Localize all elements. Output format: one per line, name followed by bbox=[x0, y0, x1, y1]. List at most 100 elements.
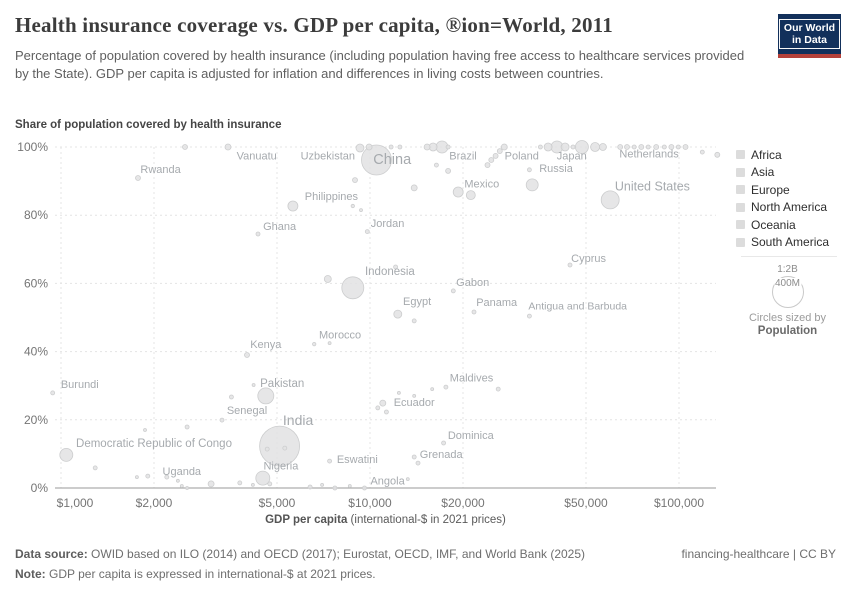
data-point[interactable] bbox=[134, 475, 139, 480]
data-point[interactable] bbox=[282, 445, 288, 451]
data-point[interactable] bbox=[179, 484, 184, 488]
data-point[interactable] bbox=[250, 482, 255, 487]
data-point[interactable] bbox=[682, 144, 689, 150]
data-point[interactable] bbox=[237, 480, 243, 486]
legend-item-south-america[interactable]: South America bbox=[736, 234, 829, 252]
data-point[interactable] bbox=[352, 177, 358, 184]
data-point[interactable] bbox=[327, 341, 332, 346]
data-point[interactable] bbox=[599, 143, 607, 151]
data-point[interactable] bbox=[543, 142, 553, 152]
data-point-senegal[interactable] bbox=[219, 417, 225, 423]
data-point[interactable] bbox=[375, 405, 381, 411]
data-point[interactable] bbox=[570, 144, 576, 150]
data-point[interactable] bbox=[465, 190, 476, 201]
data-point[interactable] bbox=[332, 485, 338, 491]
data-point[interactable] bbox=[228, 394, 234, 400]
data-point[interactable] bbox=[396, 390, 401, 395]
legend-item-north-america[interactable]: North America bbox=[736, 199, 829, 217]
data-point[interactable] bbox=[590, 142, 600, 152]
legend-item-oceania[interactable]: Oceania bbox=[736, 216, 829, 234]
data-point-india[interactable] bbox=[259, 425, 301, 467]
data-point-ecuador[interactable] bbox=[379, 399, 387, 407]
data-point-morocco[interactable] bbox=[312, 341, 317, 347]
data-point-uganda[interactable] bbox=[145, 473, 151, 479]
data-point[interactable] bbox=[307, 484, 313, 490]
data-point[interactable] bbox=[365, 143, 373, 151]
data-point-russia[interactable] bbox=[525, 178, 539, 192]
data-point[interactable] bbox=[624, 144, 630, 150]
data-point[interactable] bbox=[92, 465, 98, 471]
data-point[interactable] bbox=[388, 144, 394, 150]
data-point[interactable] bbox=[668, 144, 675, 150]
data-point[interactable] bbox=[445, 144, 451, 150]
data-point-china[interactable] bbox=[361, 144, 392, 176]
data-point-kenya[interactable] bbox=[244, 352, 250, 358]
data-point[interactable] bbox=[430, 387, 435, 392]
data-point[interactable] bbox=[617, 144, 624, 150]
data-point-ghana[interactable] bbox=[255, 231, 261, 237]
data-point[interactable] bbox=[362, 485, 367, 491]
data-point[interactable] bbox=[631, 144, 637, 150]
data-point[interactable] bbox=[645, 144, 651, 150]
data-point-eswatini[interactable] bbox=[327, 458, 333, 464]
legend-item-asia[interactable]: Asia bbox=[736, 164, 829, 182]
data-point[interactable] bbox=[411, 318, 417, 324]
data-point-angola[interactable] bbox=[405, 477, 410, 482]
data-point[interactable] bbox=[383, 409, 389, 415]
data-point-dominica[interactable] bbox=[441, 440, 447, 446]
data-point[interactable] bbox=[433, 162, 439, 168]
data-point[interactable] bbox=[675, 144, 681, 150]
data-point[interactable] bbox=[527, 167, 532, 173]
data-point[interactable] bbox=[484, 162, 491, 169]
data-point[interactable] bbox=[185, 486, 190, 490]
data-point[interactable] bbox=[397, 144, 403, 150]
data-point[interactable] bbox=[359, 208, 363, 213]
data-point[interactable] bbox=[445, 167, 452, 174]
legend-item-europe[interactable]: Europe bbox=[736, 181, 829, 199]
data-point-egypt[interactable] bbox=[393, 309, 403, 319]
data-point[interactable] bbox=[410, 184, 418, 192]
data-point[interactable] bbox=[323, 275, 332, 283]
data-point-rwanda[interactable] bbox=[135, 175, 141, 181]
data-point-netherlands[interactable] bbox=[638, 144, 645, 150]
data-point[interactable] bbox=[412, 393, 417, 398]
data-point-panama[interactable] bbox=[471, 309, 477, 315]
owid-logo[interactable]: Our World in Data bbox=[778, 14, 841, 58]
data-point[interactable] bbox=[699, 149, 705, 155]
data-point-vanuatu[interactable] bbox=[224, 143, 232, 151]
data-point-jordan[interactable] bbox=[364, 229, 370, 235]
data-point[interactable] bbox=[182, 144, 188, 150]
data-point[interactable] bbox=[415, 460, 421, 466]
data-point[interactable] bbox=[175, 478, 180, 483]
data-point[interactable] bbox=[251, 383, 256, 387]
data-point[interactable] bbox=[143, 428, 147, 432]
data-point[interactable] bbox=[575, 140, 589, 154]
data-point[interactable] bbox=[347, 484, 352, 488]
data-point[interactable] bbox=[184, 424, 190, 430]
data-point-united-states[interactable] bbox=[600, 190, 620, 210]
data-point[interactable] bbox=[393, 264, 399, 270]
data-point[interactable] bbox=[164, 474, 170, 480]
data-point-burundi[interactable] bbox=[50, 390, 56, 396]
data-point-uzbekistan[interactable] bbox=[355, 143, 365, 153]
data-point[interactable] bbox=[495, 386, 501, 392]
data-point[interactable] bbox=[492, 152, 499, 159]
data-point-maldives[interactable] bbox=[443, 384, 449, 390]
data-point[interactable] bbox=[264, 446, 270, 452]
data-point-poland[interactable] bbox=[500, 143, 508, 151]
data-point-mexico[interactable] bbox=[452, 186, 464, 198]
data-point-gabon[interactable] bbox=[450, 288, 456, 294]
data-point-cyprus[interactable] bbox=[567, 262, 573, 268]
data-point[interactable] bbox=[488, 157, 495, 163]
data-point[interactable] bbox=[496, 148, 503, 155]
legend-item-africa[interactable]: Africa bbox=[736, 146, 829, 164]
data-point[interactable] bbox=[207, 480, 215, 488]
data-point[interactable] bbox=[423, 143, 431, 151]
data-point-democratic-republic-of-congo[interactable] bbox=[59, 447, 74, 462]
data-point-indonesia[interactable] bbox=[341, 276, 365, 300]
data-point-nigeria[interactable] bbox=[255, 470, 271, 486]
footer-license[interactable]: financing-healthcare | CC BY bbox=[681, 547, 836, 561]
data-point[interactable] bbox=[714, 151, 721, 158]
data-point-grenada[interactable] bbox=[411, 454, 417, 460]
data-point-antigua-and-barbuda[interactable] bbox=[527, 313, 532, 319]
